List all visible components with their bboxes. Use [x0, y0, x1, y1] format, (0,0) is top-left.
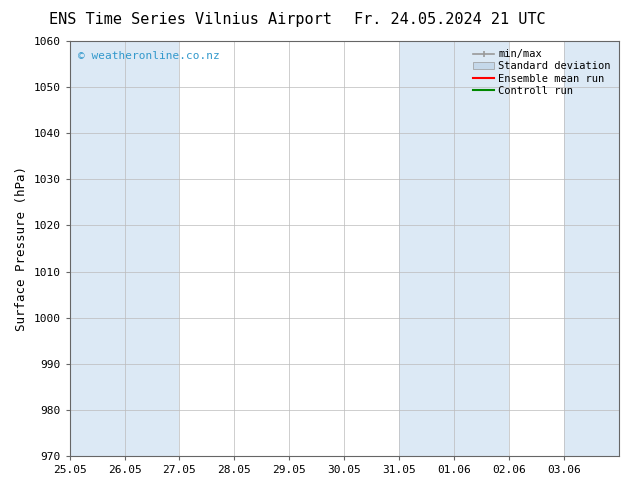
Text: ENS Time Series Vilnius Airport: ENS Time Series Vilnius Airport — [49, 12, 332, 27]
Text: © weatheronline.co.nz: © weatheronline.co.nz — [78, 51, 219, 61]
Bar — [564, 41, 619, 456]
Bar — [399, 41, 509, 456]
Bar — [70, 41, 179, 456]
Legend: min/max, Standard deviation, Ensemble mean run, Controll run: min/max, Standard deviation, Ensemble me… — [470, 46, 614, 99]
Text: Fr. 24.05.2024 21 UTC: Fr. 24.05.2024 21 UTC — [354, 12, 546, 27]
Y-axis label: Surface Pressure (hPa): Surface Pressure (hPa) — [15, 166, 28, 331]
